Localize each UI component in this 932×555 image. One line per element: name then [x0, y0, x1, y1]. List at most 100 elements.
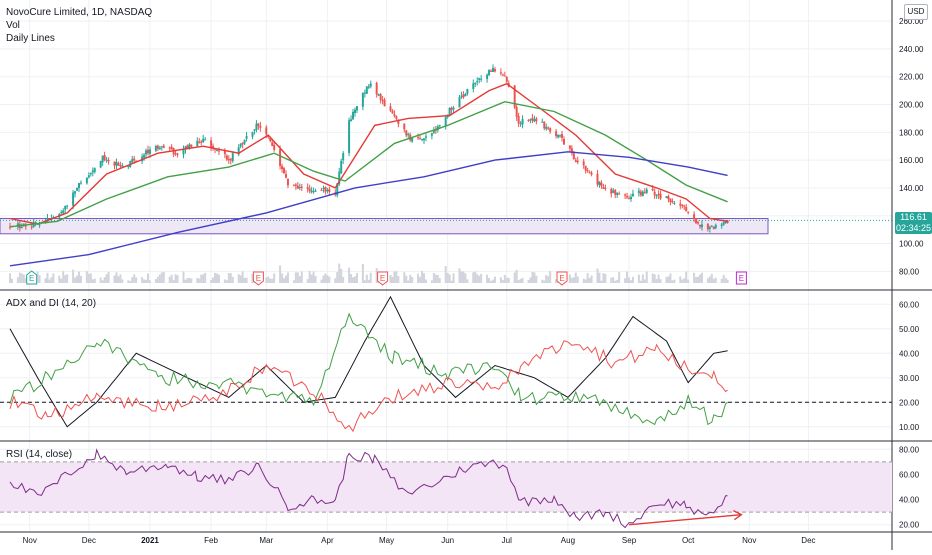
candle-body: [340, 160, 343, 174]
candle-body: [561, 134, 563, 138]
currency-badge[interactable]: USD: [904, 4, 928, 20]
volume-bar: [505, 277, 508, 283]
candle-body: [361, 93, 364, 107]
symbol-title: NovoCure Limited, 1D, NASDAQ: [6, 7, 153, 18]
volume-bar: [572, 277, 575, 283]
volume-bar: [186, 277, 189, 283]
volume-bar: [36, 271, 39, 283]
last-price-value: 116.61: [900, 212, 927, 222]
candle-body: [547, 127, 550, 129]
candle-body: [574, 160, 577, 162]
price-axis-label: 100.00: [899, 240, 924, 249]
volume-bar: [637, 274, 640, 283]
volume-bar: [395, 271, 398, 283]
candle-body: [265, 127, 268, 135]
candle-body: [113, 161, 116, 166]
candle-body: [641, 191, 644, 197]
rsi-axis-label: 40.00: [899, 496, 920, 505]
volume-bar: [631, 276, 634, 283]
last-price-tag: 116.61 02:34:25: [895, 212, 932, 234]
candle-body: [127, 166, 130, 168]
volume-bar: [699, 274, 701, 283]
volume-bar: [38, 275, 41, 283]
candle-body: [379, 94, 382, 100]
candle-body: [610, 188, 613, 194]
volume-bar: [462, 271, 465, 283]
volume-bar: [529, 277, 532, 283]
volume-bar: [308, 271, 311, 283]
candle-body: [478, 78, 481, 80]
candle-body: [659, 193, 662, 199]
volume-bar: [212, 277, 215, 283]
candle-body: [355, 106, 358, 111]
time-axis-label: Jul: [502, 536, 512, 545]
volume-bar: [135, 277, 138, 283]
volume-bar: [352, 277, 355, 283]
volume-bar: [168, 276, 171, 283]
sma-slow-line: [9, 151, 728, 267]
candle-body: [227, 158, 230, 161]
candle-body: [119, 165, 122, 167]
volume-bar: [610, 277, 613, 283]
candle-body: [9, 226, 11, 228]
candle-body: [681, 204, 684, 206]
volume-bar: [229, 273, 232, 283]
volume-bar: [103, 277, 106, 283]
volume-bar: [685, 271, 688, 283]
candle-body: [559, 135, 562, 137]
volume-bar: [363, 280, 366, 283]
candle-body: [162, 145, 165, 148]
candle-body: [107, 159, 110, 162]
volume-bar: [393, 271, 396, 283]
earnings-marker: E: [556, 271, 568, 286]
volume-bar: [336, 272, 339, 283]
volume-bar: [170, 274, 173, 283]
candle-body: [521, 119, 524, 125]
candle-body: [78, 183, 80, 189]
candle-body: [655, 194, 658, 197]
candle-body: [722, 222, 725, 225]
candle-body: [231, 153, 234, 162]
candle-body: [618, 193, 621, 195]
candle-body: [44, 220, 47, 224]
volume-bar: [645, 271, 648, 283]
volume-bar: [245, 277, 248, 283]
volume-bar: [338, 263, 341, 283]
volume-bar: [665, 276, 668, 283]
candle-body: [143, 154, 146, 158]
volume-bar: [156, 276, 159, 283]
candle-body: [229, 159, 232, 161]
volume-bar: [322, 275, 325, 283]
candle-body: [115, 161, 118, 166]
volume-bar: [76, 275, 79, 283]
candle-body: [555, 131, 558, 137]
volume-bar: [598, 272, 601, 283]
volume-bar: [115, 272, 118, 283]
di-minus-line: [9, 340, 728, 433]
candle-body: [419, 138, 422, 140]
volume-bar: [724, 277, 727, 283]
candle-body: [133, 158, 136, 161]
candle-body: [476, 81, 479, 83]
volume-bar: [409, 274, 412, 283]
candle-body: [99, 161, 102, 168]
candle-body: [279, 149, 282, 167]
price-axis-label: 160.00: [899, 156, 924, 165]
price-axis-label: 260.00: [899, 17, 924, 26]
volume-bar: [695, 276, 698, 283]
volume-bar: [89, 273, 92, 283]
volume-bar: [58, 275, 61, 283]
volume-bars: [9, 263, 729, 283]
volume-bar: [44, 278, 47, 283]
volume-bar: [533, 272, 536, 283]
volume-bar: [712, 278, 715, 283]
volume-bar: [488, 278, 491, 283]
candle-body: [503, 75, 506, 77]
candle-body: [251, 132, 254, 137]
volume-bar: [683, 278, 686, 283]
volume-bar: [62, 271, 65, 283]
volume-bar: [117, 276, 120, 283]
volume-bar: [659, 279, 662, 283]
volume-bar: [452, 273, 455, 283]
